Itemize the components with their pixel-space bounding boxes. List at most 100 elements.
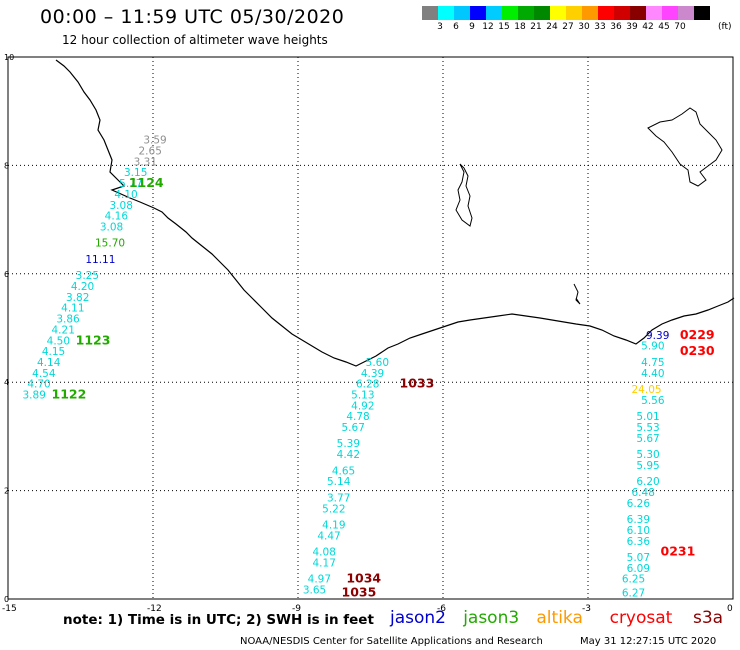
wave-height-label: 3.15 (124, 167, 147, 179)
colorbar-swatch (646, 6, 662, 20)
wave-height-label: 6.36 (627, 536, 651, 548)
colorbar-tick: 70 (674, 22, 686, 32)
pass-time-label: 1035 (342, 584, 377, 599)
colorbar-tick: 30 (578, 22, 590, 32)
credit-line: NOAA/NESDIS Center for Satellite Applica… (240, 636, 543, 647)
y-tick-label: 6 (4, 270, 9, 279)
wave-height-label: 4.54 (32, 368, 56, 380)
colorbar-swatch (486, 6, 502, 20)
wave-height-label: 6.20 (636, 476, 659, 488)
wave-height-label: 5.22 (322, 503, 345, 515)
wave-height-label: 3.31 (134, 156, 157, 168)
wave-height-label: 5.90 (641, 341, 664, 353)
y-tick-label: 8 (4, 161, 9, 170)
colorbar-swatch (582, 6, 598, 20)
colorbar-swatch (630, 6, 646, 20)
wave-height-label: 9.39 (646, 330, 669, 342)
legend-altika: altika (536, 608, 583, 628)
colorbar-swatch (518, 6, 534, 20)
y-tick-label: 2 (4, 487, 9, 496)
colorbar-swatch (694, 6, 710, 20)
wave-height-label: 6.48 (632, 487, 655, 499)
colorbar-swatch (566, 6, 582, 20)
wave-height-label: 6.27 (622, 587, 645, 599)
wave-height-label: 4.97 (308, 574, 331, 586)
river-lake-outline (647, 107, 723, 187)
axis-tick-labels: -15 -12 -9 -6 -3 0 10 8 6 4 2 0 (2, 53, 733, 614)
map-title: 00:00 – 11:59 UTC 05/30/2020 (40, 6, 345, 28)
x-tick-label: -15 (2, 604, 17, 614)
colorbar-tick: 27 (562, 22, 574, 32)
colorbar-swatch (678, 6, 694, 20)
wave-height-label: 5.53 (636, 422, 659, 434)
wave-height-label: 5.01 (636, 411, 659, 423)
x-tick-label: -3 (582, 604, 591, 614)
x-tick-label: -6 (437, 604, 446, 614)
plot-frame (7, 56, 734, 600)
pass-time-label: 0230 (680, 343, 715, 358)
y-tick-label: 10 (4, 53, 14, 62)
wave-height-label: 4.15 (42, 346, 65, 358)
map-subtitle: 12 hour collection of altimeter wave hei… (62, 33, 328, 47)
y-tick-label: 0 (4, 595, 9, 604)
wave-height-label: 4.08 (313, 547, 336, 559)
wave-height-label: 4.16 (105, 211, 129, 223)
wave-height-label: 4.17 (313, 557, 336, 569)
wave-height-label: 4.65 (332, 465, 355, 477)
wave-height-label: 6.39 (627, 514, 650, 526)
wave-height-label: 4.70 (27, 379, 50, 391)
wave-height-label: 4.75 (641, 357, 664, 369)
wave-height-label: 3.25 (76, 270, 99, 282)
wave-height-label: 3.08 (110, 200, 133, 212)
x-tick-label: -9 (292, 604, 301, 614)
pass-time-label: 1033 (400, 376, 435, 391)
colorbar-swatch (598, 6, 614, 20)
wave-height-label: 3.77 (327, 492, 350, 504)
wave-height-label: 4.14 (37, 357, 61, 369)
wave-height-label: 3.65 (303, 585, 326, 597)
wave-height-label: 5.13 (351, 389, 374, 401)
coastline (55, 59, 735, 367)
wave-height-label: 2.65 (139, 146, 162, 158)
legend-jason3: jason3 (463, 608, 520, 628)
colorbar-tick: 18 (514, 22, 526, 32)
colorbar-tick: 45 (658, 22, 670, 32)
wave-height-label: 4.19 (322, 520, 345, 532)
colorbar-tick: 36 (610, 22, 622, 32)
wave-height-label: 4.92 (351, 400, 374, 412)
colorbar-unit: (ft) (718, 22, 732, 32)
wave-height-label: 4.11 (61, 303, 84, 315)
wave-height-label: 6.10 (627, 525, 650, 537)
wave-height-label: 4.47 (317, 530, 340, 542)
colorbar-tick: 9 (469, 22, 475, 32)
wave-height-label: 11.11 (85, 254, 115, 266)
river-lake-outline (573, 283, 581, 305)
colorbar-tick: 21 (530, 22, 542, 32)
pass-time-label: 1124 (129, 175, 164, 190)
wave-height-label: 4.20 (71, 281, 94, 293)
y-tick-label: 4 (4, 378, 9, 387)
colorbar-swatch (614, 6, 630, 20)
footer-note: note: 1) Time is in UTC; 2) SWH is in fe… (63, 612, 374, 628)
legend-s3a: s3a (693, 608, 724, 628)
pass-time-label: 0231 (661, 544, 696, 559)
pass-time-label: 0229 (680, 327, 715, 342)
pass-time-label: 1123 (76, 332, 111, 347)
colorbar-swatch (662, 6, 678, 20)
wave-height-label: 4.78 (346, 411, 369, 423)
colorbar-swatch (502, 6, 518, 20)
wave-height-label: 6.26 (627, 498, 651, 510)
wave-height-label: 5.39 (337, 438, 360, 450)
wave-height-label: 15.70 (95, 238, 125, 250)
wave-height-label: 3.82 (66, 292, 89, 304)
wave-height-label: 6.25 (622, 574, 645, 586)
colorbar-tick: 39 (626, 22, 638, 32)
wave-height-label: 3.08 (100, 221, 123, 233)
wave-height-label: 5.60 (366, 357, 389, 369)
colorbar-swatch (470, 6, 486, 20)
wave-height-label: 3.86 (56, 314, 80, 326)
colorbar-tick: 33 (594, 22, 606, 32)
wave-height-label: 6.28 (356, 379, 379, 391)
wave-height-label: 5.30 (636, 449, 659, 461)
